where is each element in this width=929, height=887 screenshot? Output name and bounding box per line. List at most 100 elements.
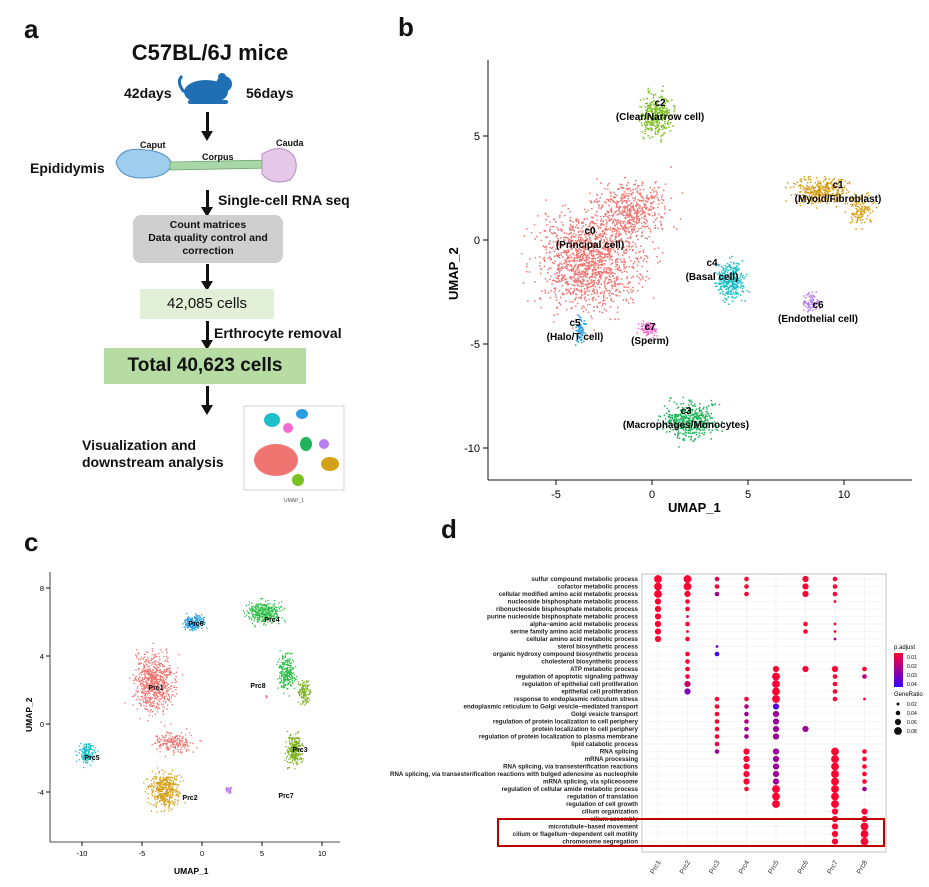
umap-b-point bbox=[591, 258, 593, 260]
umap-c-point bbox=[141, 691, 143, 693]
umap-b-point bbox=[617, 219, 620, 221]
umap-b-point bbox=[866, 206, 869, 208]
umap-b-point bbox=[657, 247, 660, 249]
umap-b-point bbox=[617, 306, 619, 309]
umap-b-point bbox=[582, 238, 584, 241]
umap-b-point bbox=[577, 253, 579, 255]
umap-c-point bbox=[154, 798, 156, 800]
umap-c-point bbox=[144, 681, 147, 683]
umap-b-point bbox=[594, 275, 596, 278]
umap-b-point bbox=[820, 184, 822, 186]
umap-c-point bbox=[155, 694, 157, 696]
umap-b-point bbox=[594, 234, 597, 236]
umap-c-point bbox=[167, 785, 170, 787]
umap-b-point bbox=[655, 108, 658, 110]
umap-b-point bbox=[631, 228, 633, 230]
umap-c-point bbox=[140, 704, 142, 707]
umap-b-point bbox=[538, 256, 541, 258]
umap-b-point bbox=[650, 127, 652, 130]
umap-b-point bbox=[827, 182, 829, 185]
umap-b-point bbox=[819, 190, 822, 192]
umap-b-point bbox=[635, 201, 638, 204]
umap-c-point bbox=[168, 785, 170, 787]
umap-b-point bbox=[564, 267, 566, 269]
umap-c-point bbox=[155, 665, 157, 667]
umap-b-point bbox=[734, 280, 736, 282]
umap-b-point bbox=[583, 293, 586, 295]
umap-b-point bbox=[805, 305, 807, 308]
umap-b-point bbox=[636, 218, 638, 221]
umap-b-point bbox=[555, 296, 557, 298]
umap-b-point bbox=[649, 114, 651, 117]
umap-b-point bbox=[606, 215, 609, 218]
umap-b-point bbox=[608, 292, 610, 295]
umap-b-point bbox=[627, 209, 630, 211]
umap-b-point bbox=[832, 187, 834, 190]
umap-b-point bbox=[646, 201, 649, 203]
umap-b-point bbox=[566, 265, 568, 268]
umap-b-point bbox=[643, 203, 645, 205]
umap-c-point bbox=[159, 683, 161, 686]
umap-c-point bbox=[164, 793, 166, 795]
umap-b-point bbox=[598, 226, 600, 228]
umap-c-point bbox=[143, 670, 145, 672]
umap-c-point bbox=[153, 694, 155, 696]
umap-c-point bbox=[162, 679, 164, 681]
umap-b-point bbox=[647, 212, 649, 215]
umap-b-point bbox=[640, 200, 643, 202]
umap-c-point bbox=[166, 668, 169, 671]
umap-b-point bbox=[802, 188, 804, 191]
umap-b-point bbox=[831, 185, 834, 187]
umap-b-point bbox=[544, 292, 546, 294]
umap-b-point bbox=[671, 125, 674, 127]
umap-c-point bbox=[164, 660, 166, 662]
umap-b-point bbox=[725, 291, 728, 293]
umap-b-point bbox=[662, 428, 664, 430]
umap-b-point bbox=[840, 185, 843, 187]
umap-c-point bbox=[171, 694, 173, 696]
umap-c-point bbox=[158, 687, 160, 689]
umap-b-point bbox=[549, 221, 551, 223]
umap-b-point bbox=[576, 250, 578, 252]
umap-b-point bbox=[626, 213, 629, 215]
umap-c-point bbox=[147, 686, 149, 688]
umap-b-point bbox=[570, 232, 573, 234]
umap-b-point bbox=[588, 268, 590, 270]
umap-b-point bbox=[668, 123, 670, 125]
umap-b-point bbox=[595, 231, 597, 234]
umap-b-point bbox=[579, 271, 581, 273]
umap-b-point bbox=[634, 212, 636, 214]
umap-b-point bbox=[824, 198, 827, 201]
umap-c-point bbox=[148, 699, 151, 702]
umap-b-point bbox=[808, 302, 810, 304]
umap-b-point bbox=[565, 290, 568, 292]
umap-c-point bbox=[150, 678, 152, 680]
umap-c-point bbox=[136, 657, 138, 659]
umap-b-point bbox=[604, 285, 606, 287]
umap-b-point bbox=[549, 228, 551, 231]
umap-b-point bbox=[632, 218, 634, 221]
umap-b-point bbox=[724, 294, 726, 296]
umap-c-point bbox=[159, 678, 162, 680]
umap-b-point bbox=[565, 250, 567, 252]
umap-c-point bbox=[162, 693, 165, 695]
umap-b-point bbox=[660, 224, 662, 227]
umap-c-point bbox=[157, 802, 159, 804]
umap-c-point bbox=[159, 693, 161, 696]
umap-c-point bbox=[154, 672, 157, 674]
umap-c-point bbox=[168, 805, 170, 807]
umap-b-point bbox=[594, 265, 597, 267]
umap-b-point bbox=[823, 198, 826, 200]
umap-b-point bbox=[636, 187, 639, 189]
umap-b-point bbox=[697, 414, 699, 417]
umap-b-point bbox=[590, 275, 593, 278]
umap-b-point bbox=[558, 280, 561, 283]
umap-c-point bbox=[166, 731, 169, 733]
umap-b-point bbox=[622, 213, 624, 216]
mouse-icon bbox=[177, 73, 232, 104]
umap-b-point bbox=[636, 204, 638, 206]
umap-b-point bbox=[691, 432, 694, 434]
umap-c-point bbox=[166, 795, 168, 798]
umap-b-point bbox=[630, 222, 632, 225]
umap-b-point bbox=[649, 127, 651, 129]
